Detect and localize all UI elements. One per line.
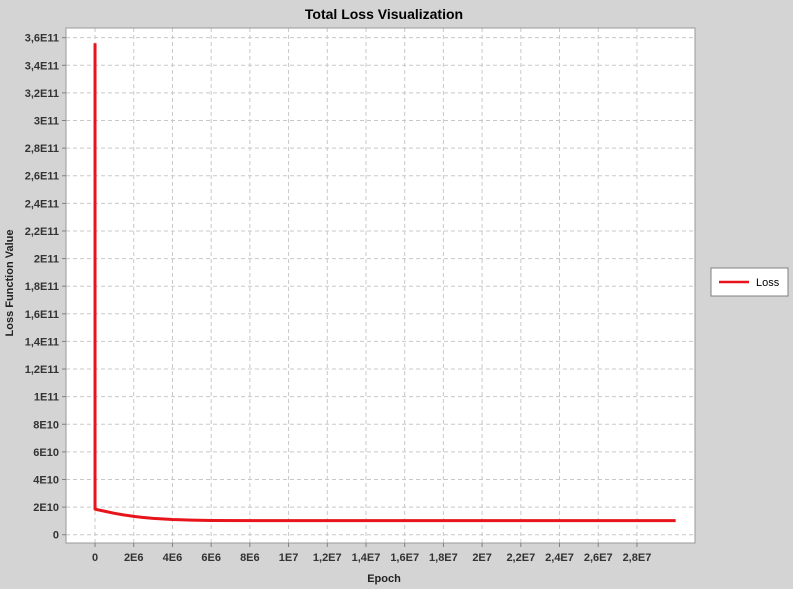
x-tick-label: 2,2E7 xyxy=(506,552,535,564)
y-tick-label: 1E11 xyxy=(34,392,59,404)
y-tick-label: 1,4E11 xyxy=(25,336,59,348)
series-layer xyxy=(93,43,676,523)
x-tick-label: 2,4E7 xyxy=(545,552,574,564)
legend: Loss xyxy=(710,267,789,297)
x-tick-label: 1,6E7 xyxy=(390,552,419,564)
y-tick-label: 3,6E11 xyxy=(25,33,59,45)
x-tick-label: 0 xyxy=(92,552,98,564)
x-tick-label: 1,2E7 xyxy=(313,552,342,564)
y-axis: 0 2E10 4E10 6E10 8E10 1E11 1,2E11 1,4E11 1,6E11 1… xyxy=(25,33,66,542)
x-tick-label: 6E6 xyxy=(201,552,221,564)
x-tick-label: 8E6 xyxy=(240,552,260,564)
y-tick-label: 2,2E11 xyxy=(25,226,59,238)
y-tick-label: 0 xyxy=(53,530,59,542)
y-tick-label: 2,8E11 xyxy=(25,143,59,155)
y-tick-label: 3E11 xyxy=(34,116,59,128)
y-tick-label: 2,6E11 xyxy=(25,171,59,183)
x-axis: 0 2E6 4E6 6E6 8E6 1E7 1,2E7 1,4E7 1,6E7 1,8E7 2E7 2… xyxy=(92,543,651,564)
y-tick-label: 1,6E11 xyxy=(25,309,59,321)
x-axis-label: Epoch xyxy=(367,573,401,585)
x-tick-label: 2E6 xyxy=(124,552,144,564)
x-tick-label: 4E6 xyxy=(163,552,183,564)
y-tick-label: 3,4E11 xyxy=(25,60,59,72)
x-tick-label: 1,4E7 xyxy=(352,552,381,564)
x-tick-label: 2E7 xyxy=(472,552,492,564)
legend-label-loss: Loss xyxy=(756,277,780,289)
y-tick-label: 1,2E11 xyxy=(25,364,59,376)
y-tick-label: 4E10 xyxy=(33,474,59,486)
grid xyxy=(66,28,695,543)
y-tick-label: 2,4E11 xyxy=(25,198,59,210)
chart-title: Total Loss Visualization xyxy=(305,6,463,22)
plot-border xyxy=(65,27,696,544)
y-tick-label: 1,8E11 xyxy=(25,281,59,293)
x-tick-label: 2,8E7 xyxy=(623,552,652,564)
y-tick-label: 3,2E11 xyxy=(25,88,59,100)
y-tick-label: 2E10 xyxy=(33,502,59,514)
series-line-loss xyxy=(93,43,676,523)
y-tick-label: 8E10 xyxy=(33,419,59,431)
x-tick-label: 1,8E7 xyxy=(429,552,458,564)
plot-background xyxy=(66,28,695,543)
y-tick-label: 6E10 xyxy=(33,447,59,459)
y-axis-label: Loss Function Value xyxy=(4,230,16,337)
x-tick-label: 2,6E7 xyxy=(584,552,613,564)
x-tick-label: 1E7 xyxy=(279,552,299,564)
y-tick-label: 2E11 xyxy=(34,254,59,266)
